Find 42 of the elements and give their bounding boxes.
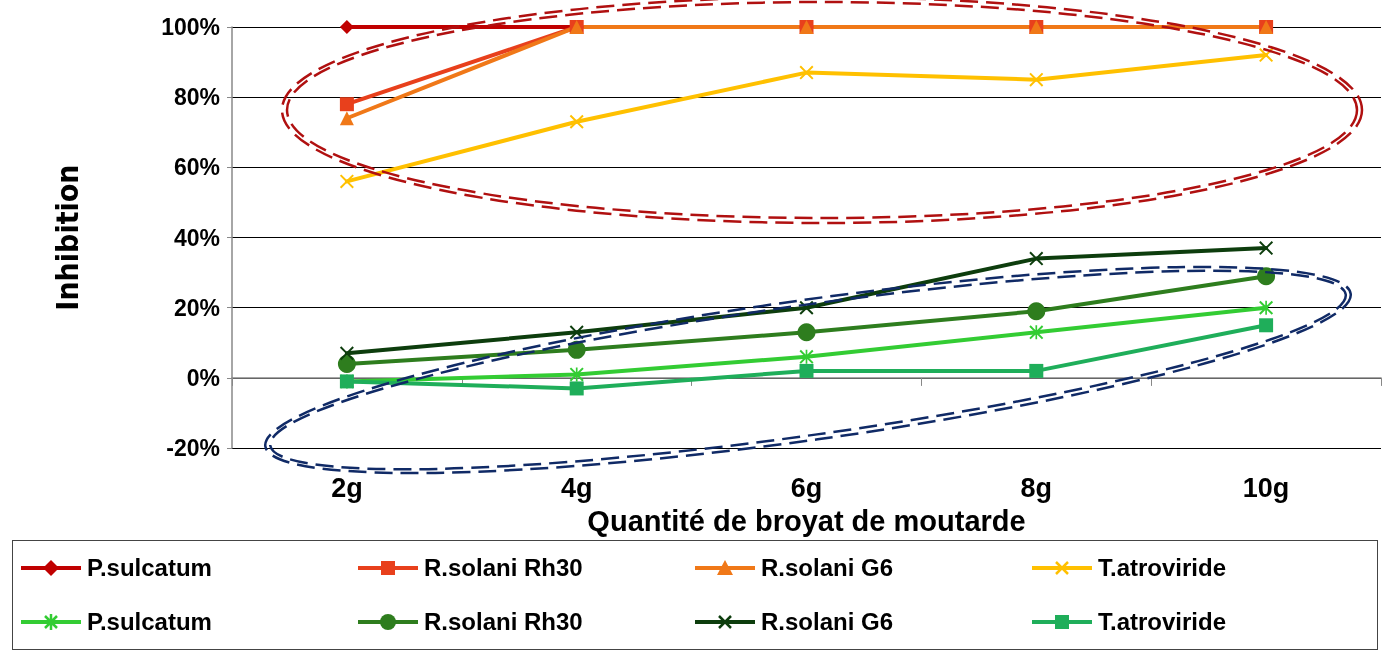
point — [569, 367, 584, 382]
legend-label: T.atroviride — [1098, 554, 1227, 582]
x-tick-label: 2g — [331, 472, 363, 503]
y-tick-label: -20% — [166, 435, 220, 462]
legend-label: P.sulcatum — [87, 608, 212, 636]
point — [1029, 72, 1044, 87]
point — [1259, 48, 1274, 63]
point — [1027, 302, 1046, 321]
x-tick-label: 6g — [790, 472, 823, 503]
y-tick-label: 60% — [173, 154, 220, 181]
point — [1029, 325, 1044, 340]
point — [1029, 363, 1044, 378]
y-axis-title: Inhibition — [49, 164, 85, 311]
legend-label: P.sulcatum — [87, 554, 212, 582]
point — [1029, 251, 1044, 266]
point — [797, 323, 816, 342]
point — [1259, 241, 1274, 256]
point — [569, 381, 584, 396]
point — [339, 174, 354, 189]
y-tick-label: 0% — [186, 364, 220, 391]
point — [339, 20, 354, 34]
x-tick-label: 10g — [1242, 472, 1290, 503]
point — [1259, 300, 1274, 315]
x-axis-title: Quantité de broyat de moutarde — [587, 504, 1026, 537]
point — [339, 346, 354, 361]
legend-label: R.solani Rh30 — [424, 554, 583, 582]
point — [337, 354, 356, 373]
legend-label: R.solani Rh30 — [424, 608, 583, 636]
legend-label: R.solani G6 — [761, 554, 894, 582]
x-tick-label: 8g — [1020, 472, 1053, 503]
y-tick-label: 100% — [161, 14, 220, 40]
point — [799, 363, 814, 378]
legend-label: T.atroviride — [1098, 608, 1227, 636]
point — [339, 97, 354, 112]
x-tick-label: 4g — [560, 472, 593, 503]
y-tick-label: 80% — [173, 84, 220, 111]
legend-label: R.solani G6 — [761, 608, 894, 636]
point — [799, 65, 814, 80]
y-tick-label: 20% — [173, 294, 220, 321]
point — [1259, 318, 1274, 333]
point — [569, 114, 584, 129]
y-tick-label: 40% — [173, 224, 220, 251]
